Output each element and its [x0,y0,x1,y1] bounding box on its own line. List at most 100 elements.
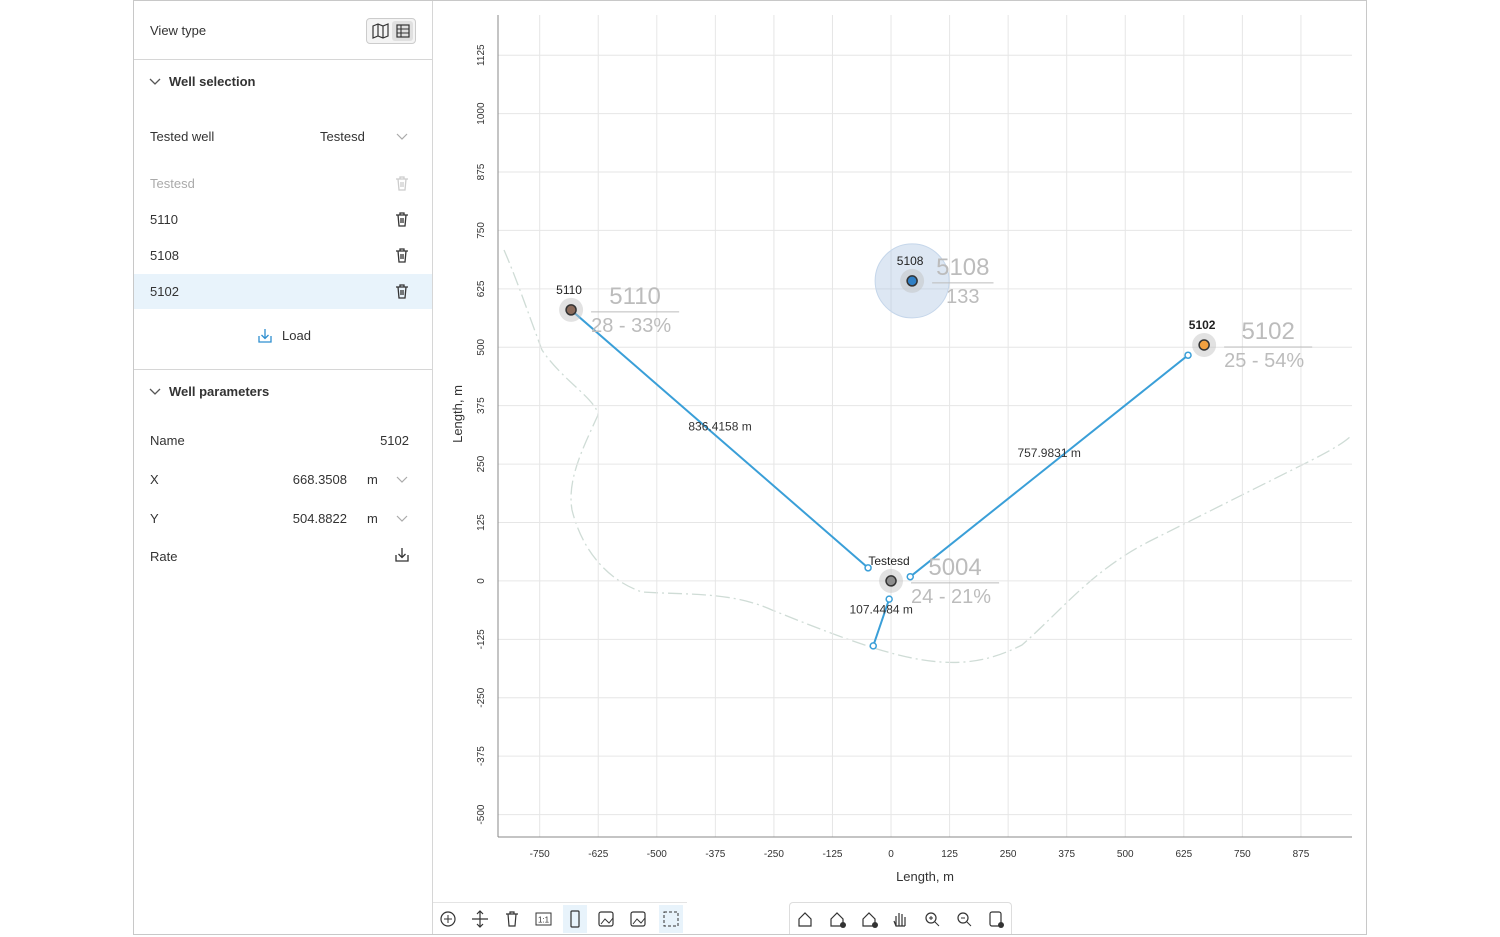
selected-row[interactable] [134,274,432,309]
section-title[interactable]: Well parameters [169,384,270,399]
distance-line [909,354,1189,578]
load-icon [258,329,272,343]
param-label: Rate [150,549,178,564]
well-stats: 28 - 33% [591,315,671,337]
chevron[interactable] [149,77,161,87]
well-marker [565,304,577,316]
param-unit: m [367,472,378,487]
y-tick-label: 875 [476,163,487,180]
separator [134,59,432,60]
toolbar-left: 1:1 [433,902,687,934]
well-name: Testesd [868,554,909,568]
y-tick-label: -375 [476,746,487,766]
x-tick-label: 250 [1000,849,1017,860]
well-marker [1198,339,1210,351]
well-code: 5108 [936,254,989,281]
x-tick-label: -500 [647,849,667,860]
param-label: Name [150,433,185,448]
x-tick-label: 500 [1117,849,1134,860]
tested-well-select[interactable]: Testesd [320,129,365,144]
separator [134,369,432,370]
x-tick-label: -750 [530,849,550,860]
well-code: 5102 [1241,318,1294,345]
toolbar-map [789,902,1012,934]
y-tick-label: 1000 [476,102,487,125]
x-tick-label: 375 [1058,849,1075,860]
chevron[interactable] [149,387,161,397]
sidebar: View type Well selection Tested well Tes… [134,1,433,934]
well-code: 5110 [609,283,661,310]
well-stats: 24 - 21% [911,586,991,608]
param-value: 5102 [380,433,409,448]
well-name: 5102 [1189,318,1216,332]
view-icons [372,21,413,41]
unit-chevron[interactable] [396,475,408,485]
param-value[interactable]: 504.8822 [292,511,347,526]
well-name: 5108 [897,254,924,268]
y-tick-label: 375 [476,397,487,414]
y-tick-label: 0 [476,578,487,584]
y-tick-label: 250 [476,455,487,472]
chart: -750 -625 -500 -375 -250 -125 0 125 250 375 500 625… [450,15,1353,884]
x-tick-label: 875 [1293,849,1310,860]
delete-well[interactable] [393,282,411,300]
section-title[interactable]: Well selection [169,74,256,89]
distance-line [571,310,869,569]
y-tick-label: 125 [476,514,487,531]
x-tick-label: 625 [1175,849,1192,860]
y-tick-label: -500 [476,804,487,824]
y-axis-title: Length, m [450,385,465,443]
x-tick-label: -375 [705,849,725,860]
distance-label: 107.4484 m [850,603,913,617]
unit-chevron[interactable] [396,514,408,524]
param-label: X [150,472,159,487]
distance-endpoint [869,642,877,650]
tested-well-label: Tested well [150,129,215,144]
load-button[interactable]: Load [282,328,311,343]
view-type-toggle[interactable] [366,18,416,44]
y-tick-label: 1125 [476,44,487,66]
param-label: Y [150,511,159,526]
svg-text:1:1: 1:1 [538,916,550,925]
toolbar-icons[interactable]: 1:1 [433,903,687,934]
well-marker [906,275,918,287]
well-item[interactable]: 5102 [150,284,179,299]
well-name: 5110 [556,283,582,297]
param-unit: m [367,511,378,526]
y-tick-label: 750 [476,222,487,239]
distance-label: 757.9831 m [1017,446,1080,460]
rate-download[interactable] [393,546,411,564]
y-tick-label: -250 [476,687,487,707]
field-boundary [503,249,1353,664]
distance-endpoint [906,572,914,581]
x-tick-label: 750 [1234,849,1251,860]
well-stats: 25 - 54% [1224,350,1304,372]
dropdown-chevron[interactable] [396,132,408,142]
delete-well[interactable] [393,210,411,228]
x-tick-label: -250 [764,849,784,860]
x-tick-label: 0 [888,849,894,860]
x-tick-label: -625 [588,849,608,860]
well-stats: 133 [946,286,979,308]
well-item[interactable]: 5108 [150,248,179,263]
well-item[interactable]: 5110 [150,212,178,227]
distance-endpoint [1184,351,1192,359]
y-tick-label: -125 [476,629,487,649]
toolbar-icons[interactable] [790,903,1011,934]
well-item[interactable]: Testesd [150,176,195,191]
delete-well[interactable] [393,174,411,192]
app-frame: View type Well selection Tested well Tes… [133,0,1367,935]
well-marker [885,575,897,587]
y-tick-label: 500 [476,338,487,355]
y-tick-label: 625 [476,280,487,297]
param-value[interactable]: 668.3508 [292,472,347,487]
x-tick-label: 125 [941,849,958,860]
x-tick-label: -125 [822,849,842,860]
distance-endpoint [885,595,893,603]
well-code: 5004 [928,554,981,581]
x-axis-title: Length, m [896,869,954,884]
delete-well[interactable] [393,246,411,264]
distance-endpoint [864,564,872,572]
distance-label: 836.4158 m [688,419,751,433]
